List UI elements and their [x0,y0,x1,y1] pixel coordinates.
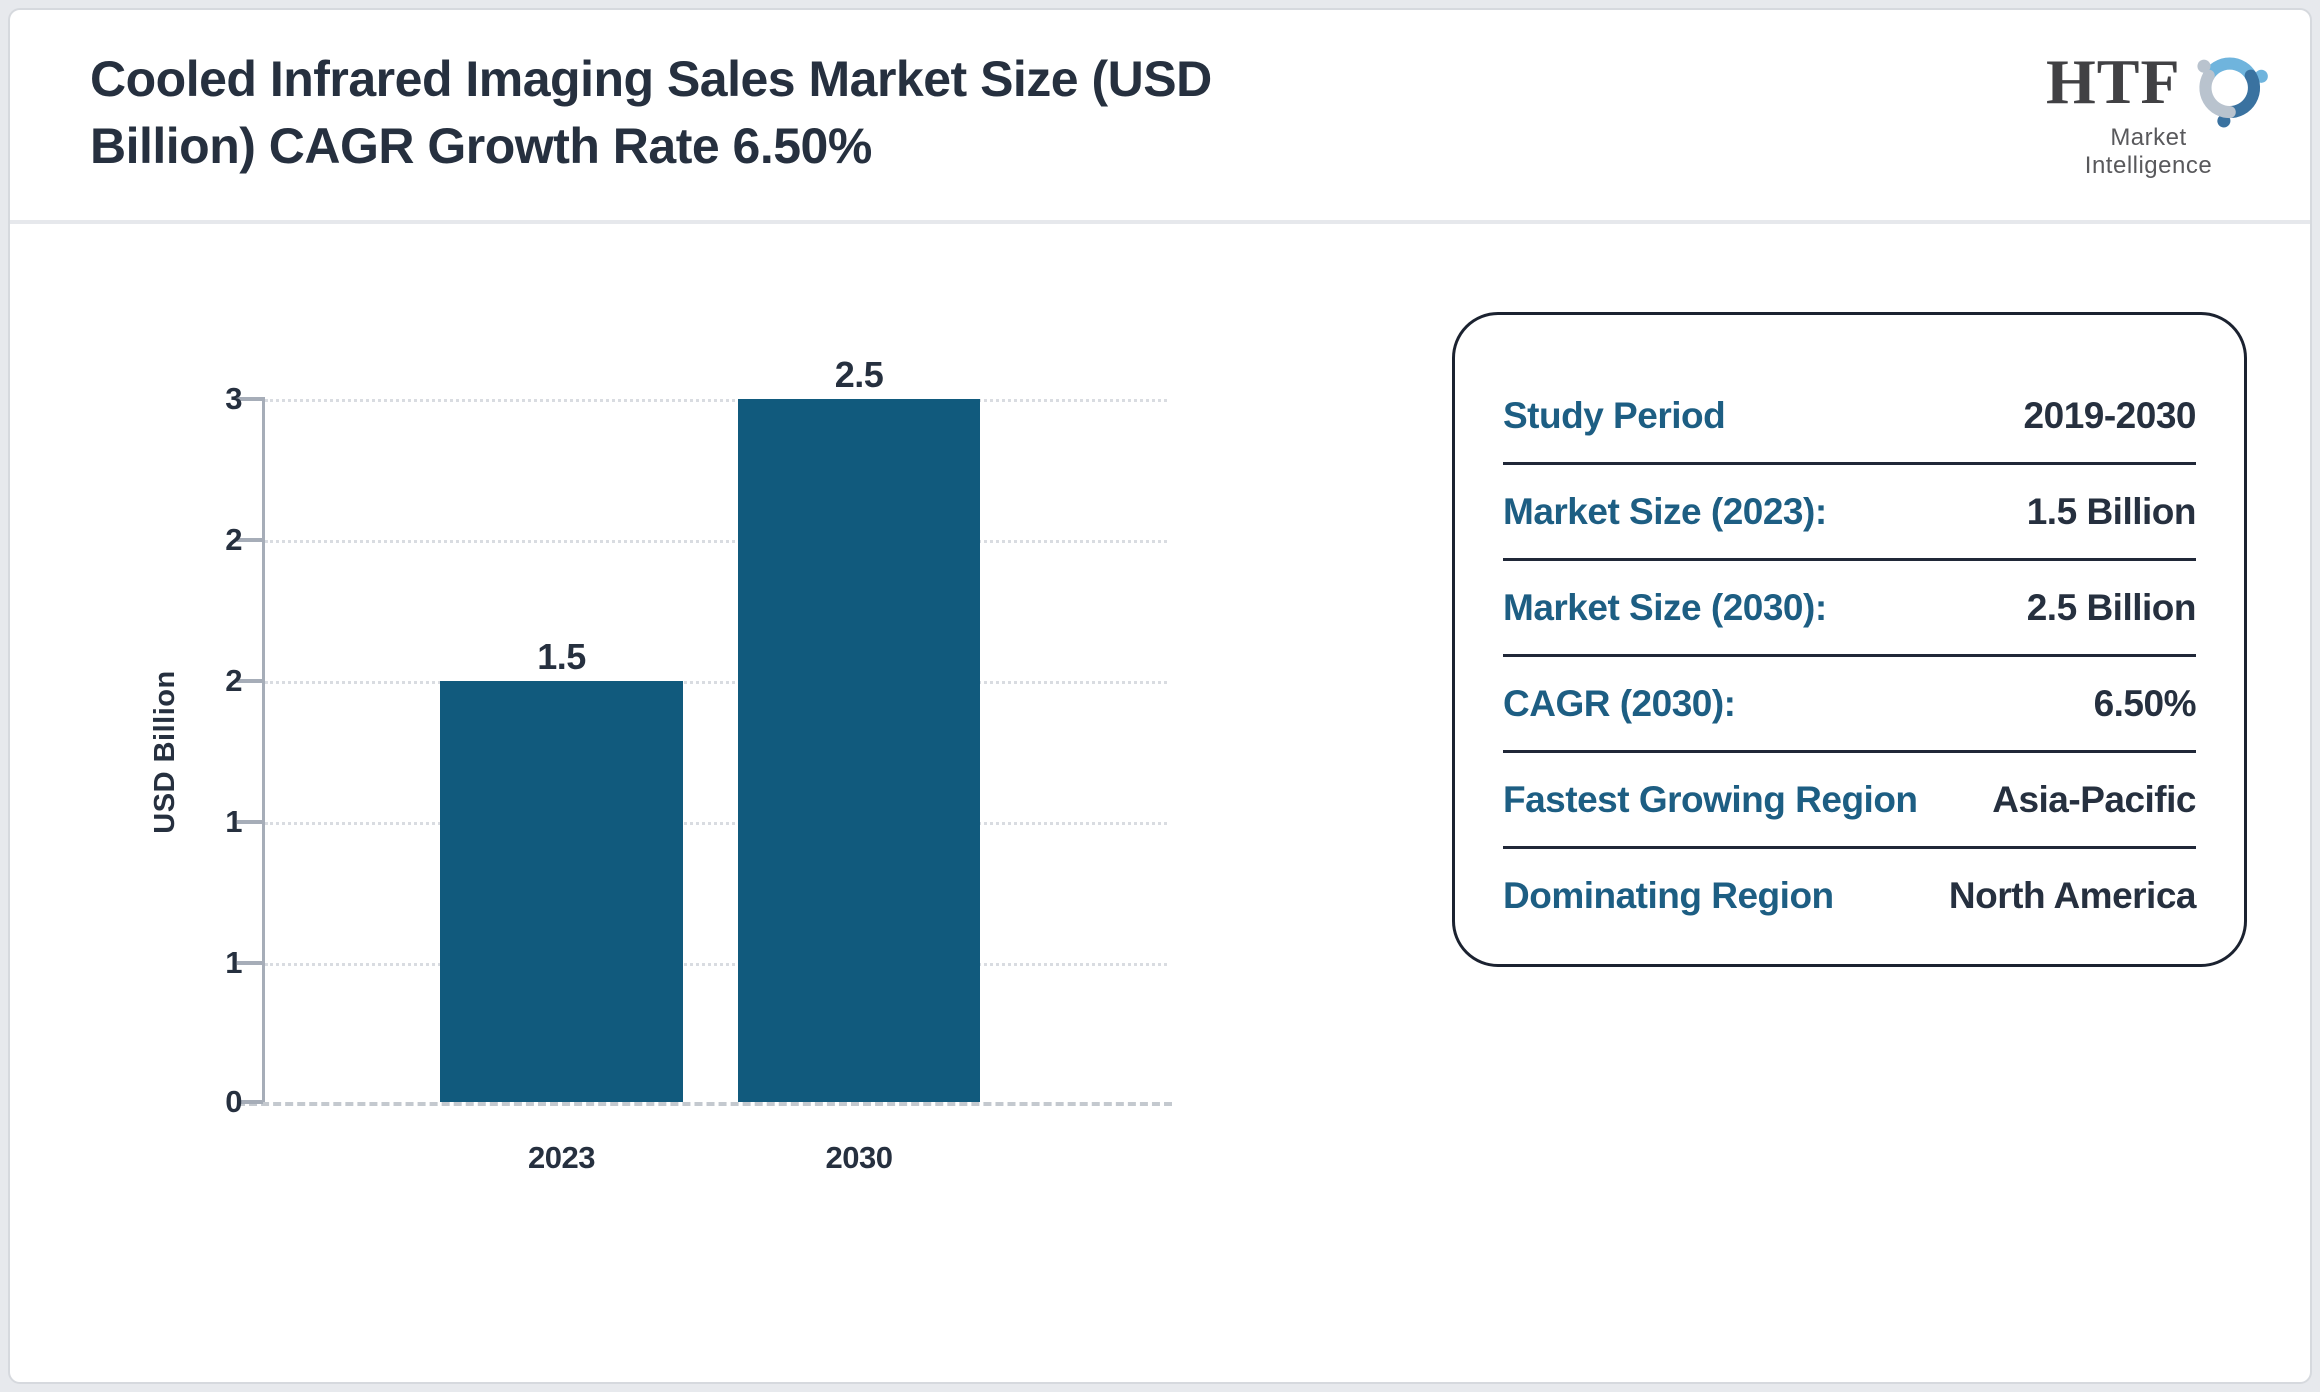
gridline [265,540,1167,543]
y-tick-label: 0 [225,1084,242,1119]
summary-label: Dominating Region [1503,874,1834,916]
bar-2023 [440,681,683,1102]
y-tick-label: 1 [225,804,242,839]
y-tick-label: 2 [225,522,242,557]
summary-label: Study Period [1503,394,1726,436]
summary-row-study-period: Study Period 2019-2030 [1503,369,2197,465]
bar-2030 [738,399,980,1102]
y-tick-mark [237,820,263,824]
summary-label: CAGR (2030): [1503,682,1736,724]
summary-value: North America [1948,874,2197,916]
htf-logo-mark-icon [2196,57,2268,128]
gridline [265,822,1167,825]
summary-value: 1.5 Billion [2026,490,2197,532]
y-tick-mark [237,961,263,965]
summary-label: Market Size (2023): [1503,490,1827,532]
summary-value: 2.5 Billion [2026,586,2197,628]
bar-value-2030: 2.5 [834,354,884,395]
summary-value: 6.50% [2093,682,2197,724]
gridline [265,399,1167,402]
x-tick-label-2023: 2023 [528,1140,595,1175]
x-tick-label-2030: 2030 [825,1140,893,1175]
report-card: Cooled Infrared Imaging Sales Market Siz… [8,8,2312,1384]
summary-row-market-size-2030: Market Size (2030): 2.5 Billion [1503,561,2197,657]
summary-label: Market Size (2030): [1503,586,1827,628]
header-divider [10,220,2310,224]
summary-row-cagr: CAGR (2030): 6.50% [1503,657,2197,753]
page-title: Cooled Infrared Imaging Sales Market Siz… [90,46,1890,180]
htf-logo-row: HTF [2046,36,2276,134]
summary-value: 2019-2030 [2023,394,2197,436]
bar-value-2023: 1.5 [537,636,586,677]
summary-row-dominating-region: Dominating Region North America [1503,849,2197,942]
y-axis-title: USD Billion [149,670,181,834]
summary-row-market-size-2023: Market Size (2023): 1.5 Billion [1503,465,2197,561]
summary-value: Asia-Pacific [1992,778,2196,820]
y-tick-mark [237,538,263,542]
y-tick-label: 3 [225,381,242,416]
htf-logo-brand-text: HTF [2046,46,2181,117]
y-tick-mark [237,397,263,401]
market-summary-panel: Study Period 2019-2030 Market Size (2023… [1452,312,2247,967]
y-axis-line [262,397,265,1104]
summary-label: Fastest Growing Region [1503,778,1918,820]
y-tick-label: 2 [225,663,242,698]
y-tick-mark [237,1100,263,1104]
gridline [265,681,1167,684]
y-tick-label: 1 [225,945,242,980]
x-axis-baseline [237,1102,1172,1106]
htf-logo: HTF Market Intelligence [2046,36,2276,180]
y-tick-mark [237,679,263,683]
htf-logo-tagline: Market Intelligence [2084,124,2213,179]
summary-row-fastest-growing-region: Fastest Growing Region Asia-Pacific [1503,753,2196,849]
page-title-line2: Billion) CAGR Growth Rate 6.50% [90,118,872,174]
page-title-line1: Cooled Infrared Imaging Sales Market Siz… [90,51,1212,107]
gridline [265,963,1167,966]
